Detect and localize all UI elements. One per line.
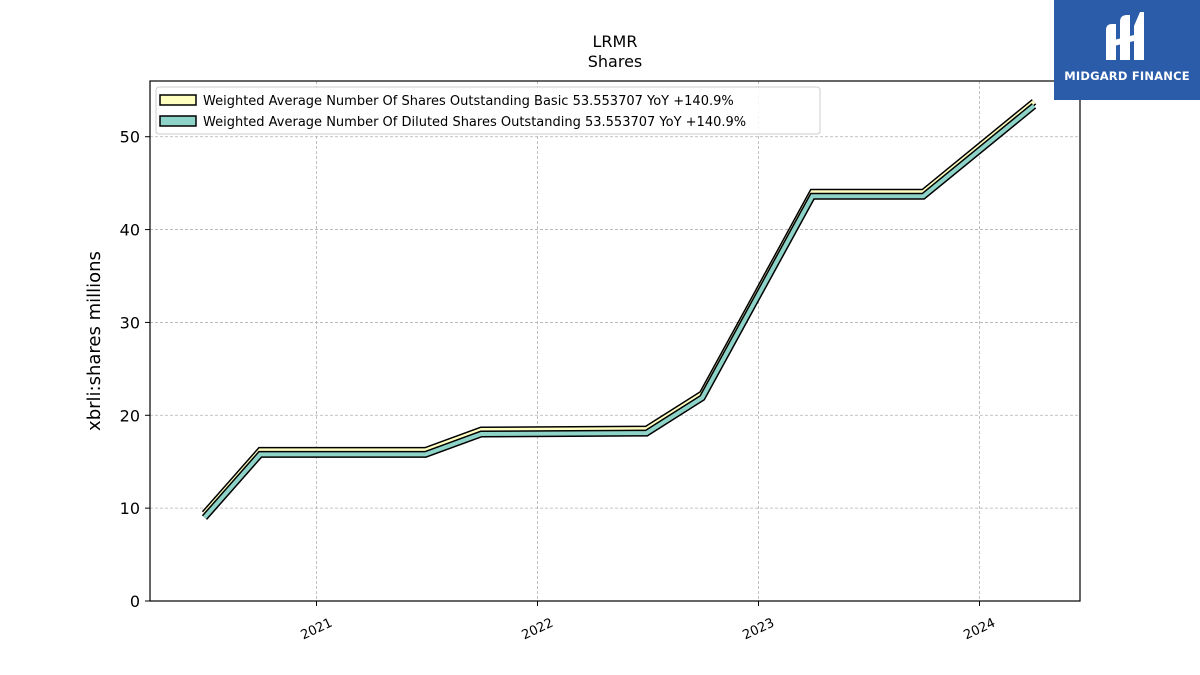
chart-subtitle: Shares [588,52,643,71]
y-axis-label: xbrli:shares millions [84,251,105,431]
chart-title: LRMR [593,32,638,51]
midgard-finance-logo: MIDGARD FINANCE [1054,0,1200,100]
y-tick-label: 30 [120,313,140,332]
y-tick-label: 50 [120,128,140,147]
legend-box [155,86,821,135]
y-axis: 0 10 20 30 40 50 [120,128,150,611]
logo-mark-icon [1106,12,1144,60]
legend-label: Weighted Average Number Of Shares Outsta… [203,94,734,109]
legend-swatch [159,94,197,106]
series-layer [201,99,1037,520]
x-axis: 2021 2022 2023 2024 [299,601,998,643]
x-tick-label: 2021 [299,616,335,644]
x-tick-label: 2022 [520,616,556,644]
y-tick-label: 10 [120,499,140,518]
legend-label: Weighted Average Number Of Diluted Share… [203,115,746,130]
x-tick-label: 2024 [962,616,998,644]
x-tick-label: 2023 [741,616,777,644]
legend-swatch [159,115,197,127]
legend: Weighted Average Number Of Shares Outsta… [155,86,821,135]
y-tick-label: 40 [120,221,140,240]
y-tick-label: 0 [130,592,140,611]
series-2-line [202,104,1036,519]
y-tick-label: 20 [120,406,140,425]
plot-frame [149,80,1081,602]
logo-text: MIDGARD FINANCE [1064,69,1190,83]
grid [150,81,1080,601]
